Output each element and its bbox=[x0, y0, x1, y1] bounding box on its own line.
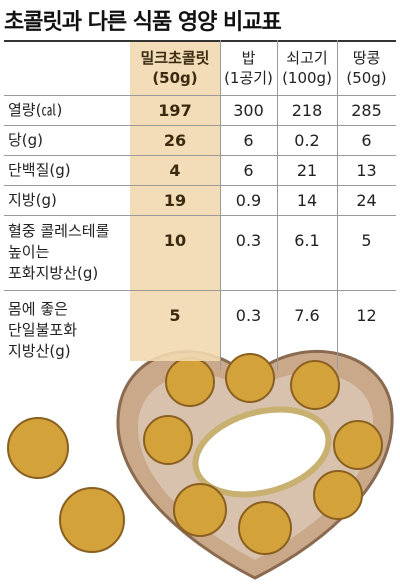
column-header: 쇠고기 (100g) bbox=[277, 40, 337, 95]
header-unit: (1공기) bbox=[224, 68, 273, 87]
value: 14 bbox=[296, 190, 318, 210]
rule bbox=[4, 95, 396, 96]
column-header: 밀크초콜릿 (50g) bbox=[130, 40, 220, 95]
label bbox=[192, 406, 332, 498]
value: 0.3 bbox=[235, 230, 262, 250]
value: 26 bbox=[163, 130, 187, 150]
label-line: 혈중 콜레스테롤 bbox=[8, 222, 110, 240]
rule bbox=[4, 290, 396, 291]
rule bbox=[4, 125, 396, 126]
value: 5 bbox=[361, 230, 372, 250]
label-line: 지방산(g) bbox=[8, 341, 71, 360]
header-name: 밥 bbox=[241, 48, 256, 67]
rule bbox=[4, 215, 396, 216]
row-label: 열량(㎈) bbox=[4, 95, 134, 125]
column-rule bbox=[337, 40, 338, 370]
value: 19 bbox=[163, 190, 187, 210]
value: 300 bbox=[233, 100, 264, 120]
value: 0.3 bbox=[235, 305, 262, 325]
value: 218 bbox=[291, 100, 323, 120]
label-line: 열량(㎈) bbox=[8, 100, 63, 119]
value: 6 bbox=[243, 130, 254, 150]
row-label: 지방(g) bbox=[4, 185, 134, 215]
label-line: 지방(g) bbox=[8, 190, 57, 209]
value: 6 bbox=[361, 130, 372, 150]
label-line: 포화지방산(g) bbox=[8, 264, 99, 282]
value: 4 bbox=[169, 160, 181, 180]
column-rule bbox=[220, 40, 221, 370]
value: 6 bbox=[243, 160, 254, 180]
header-unit: (50g) bbox=[346, 68, 387, 87]
value: 197 bbox=[158, 100, 192, 120]
column-header: 밥 (1공기) bbox=[220, 40, 277, 95]
rule bbox=[4, 185, 396, 186]
value: 5 bbox=[169, 305, 181, 325]
value: 7.6 bbox=[294, 305, 320, 325]
column-rule bbox=[277, 40, 278, 370]
value: 21 bbox=[296, 160, 318, 180]
label-line: 몸에 좋은 bbox=[8, 299, 68, 318]
rule bbox=[4, 40, 396, 42]
highlight-column bbox=[130, 41, 220, 361]
value: 6.1 bbox=[294, 230, 320, 250]
rule bbox=[4, 155, 396, 156]
title: 초콜릿과 다른 식품 영양 비교표 bbox=[4, 10, 282, 35]
chocolate-balls bbox=[7, 353, 383, 555]
value: 285 bbox=[351, 100, 382, 120]
row-label: 당(g) bbox=[4, 125, 134, 155]
value: 0.2 bbox=[294, 130, 320, 150]
label-line: 단백질(g) bbox=[8, 160, 71, 179]
label-line: 당(g) bbox=[8, 130, 44, 149]
label-line: 높이는 bbox=[8, 243, 50, 261]
value: 13 bbox=[356, 160, 377, 180]
column-header: 땅콩 (50g) bbox=[337, 40, 396, 95]
header-name: 쇠고기 bbox=[286, 48, 328, 67]
header-name: 밀크초콜릿 bbox=[140, 48, 210, 67]
value: 10 bbox=[163, 230, 187, 250]
value: 12 bbox=[356, 305, 377, 325]
row-label: 단백질(g) bbox=[4, 155, 134, 185]
value: 24 bbox=[356, 190, 377, 210]
header-unit: (50g) bbox=[152, 68, 198, 87]
header-name: 땅콩 bbox=[352, 48, 381, 67]
value: 0.9 bbox=[235, 190, 262, 210]
label-line: 단일불포화 bbox=[8, 320, 78, 339]
header-unit: (100g) bbox=[282, 68, 332, 87]
